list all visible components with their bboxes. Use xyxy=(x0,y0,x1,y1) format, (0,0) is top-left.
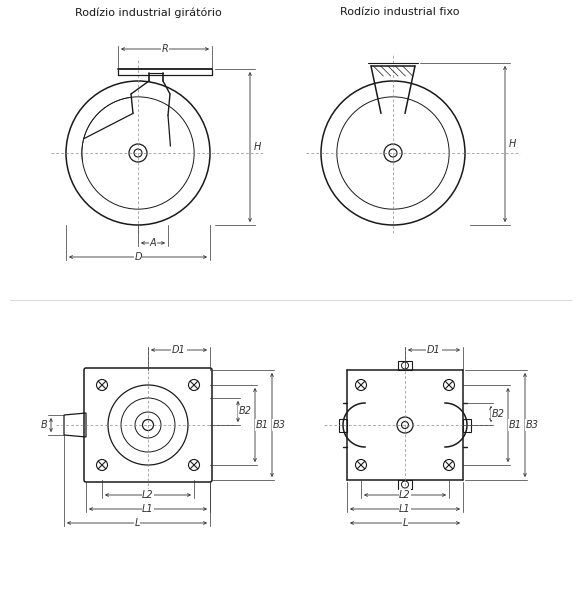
Text: L1: L1 xyxy=(142,504,154,514)
Text: B2: B2 xyxy=(492,409,505,419)
Text: B: B xyxy=(41,420,47,430)
Bar xyxy=(463,418,471,432)
Text: L1: L1 xyxy=(399,504,411,514)
Text: L2: L2 xyxy=(142,490,154,500)
Text: L2: L2 xyxy=(399,490,411,500)
Bar xyxy=(339,418,347,432)
Text: B1: B1 xyxy=(509,420,521,430)
Bar xyxy=(398,361,412,370)
Text: L: L xyxy=(402,518,407,528)
Text: D: D xyxy=(134,252,142,262)
Text: B3: B3 xyxy=(272,420,286,430)
Text: L: L xyxy=(134,518,140,528)
Text: H: H xyxy=(253,142,261,152)
Text: D1: D1 xyxy=(172,345,186,355)
Text: B1: B1 xyxy=(255,420,268,430)
Text: Rodízio industrial fixo: Rodízio industrial fixo xyxy=(340,7,460,17)
Bar xyxy=(398,480,412,489)
Text: R: R xyxy=(162,44,168,54)
Text: Rodízio industrial girátório: Rodízio industrial girátório xyxy=(74,7,221,18)
Text: B3: B3 xyxy=(526,420,538,430)
Text: H: H xyxy=(508,139,516,149)
Text: B2: B2 xyxy=(239,407,251,416)
Text: A: A xyxy=(150,238,157,248)
Text: D1: D1 xyxy=(427,345,441,355)
